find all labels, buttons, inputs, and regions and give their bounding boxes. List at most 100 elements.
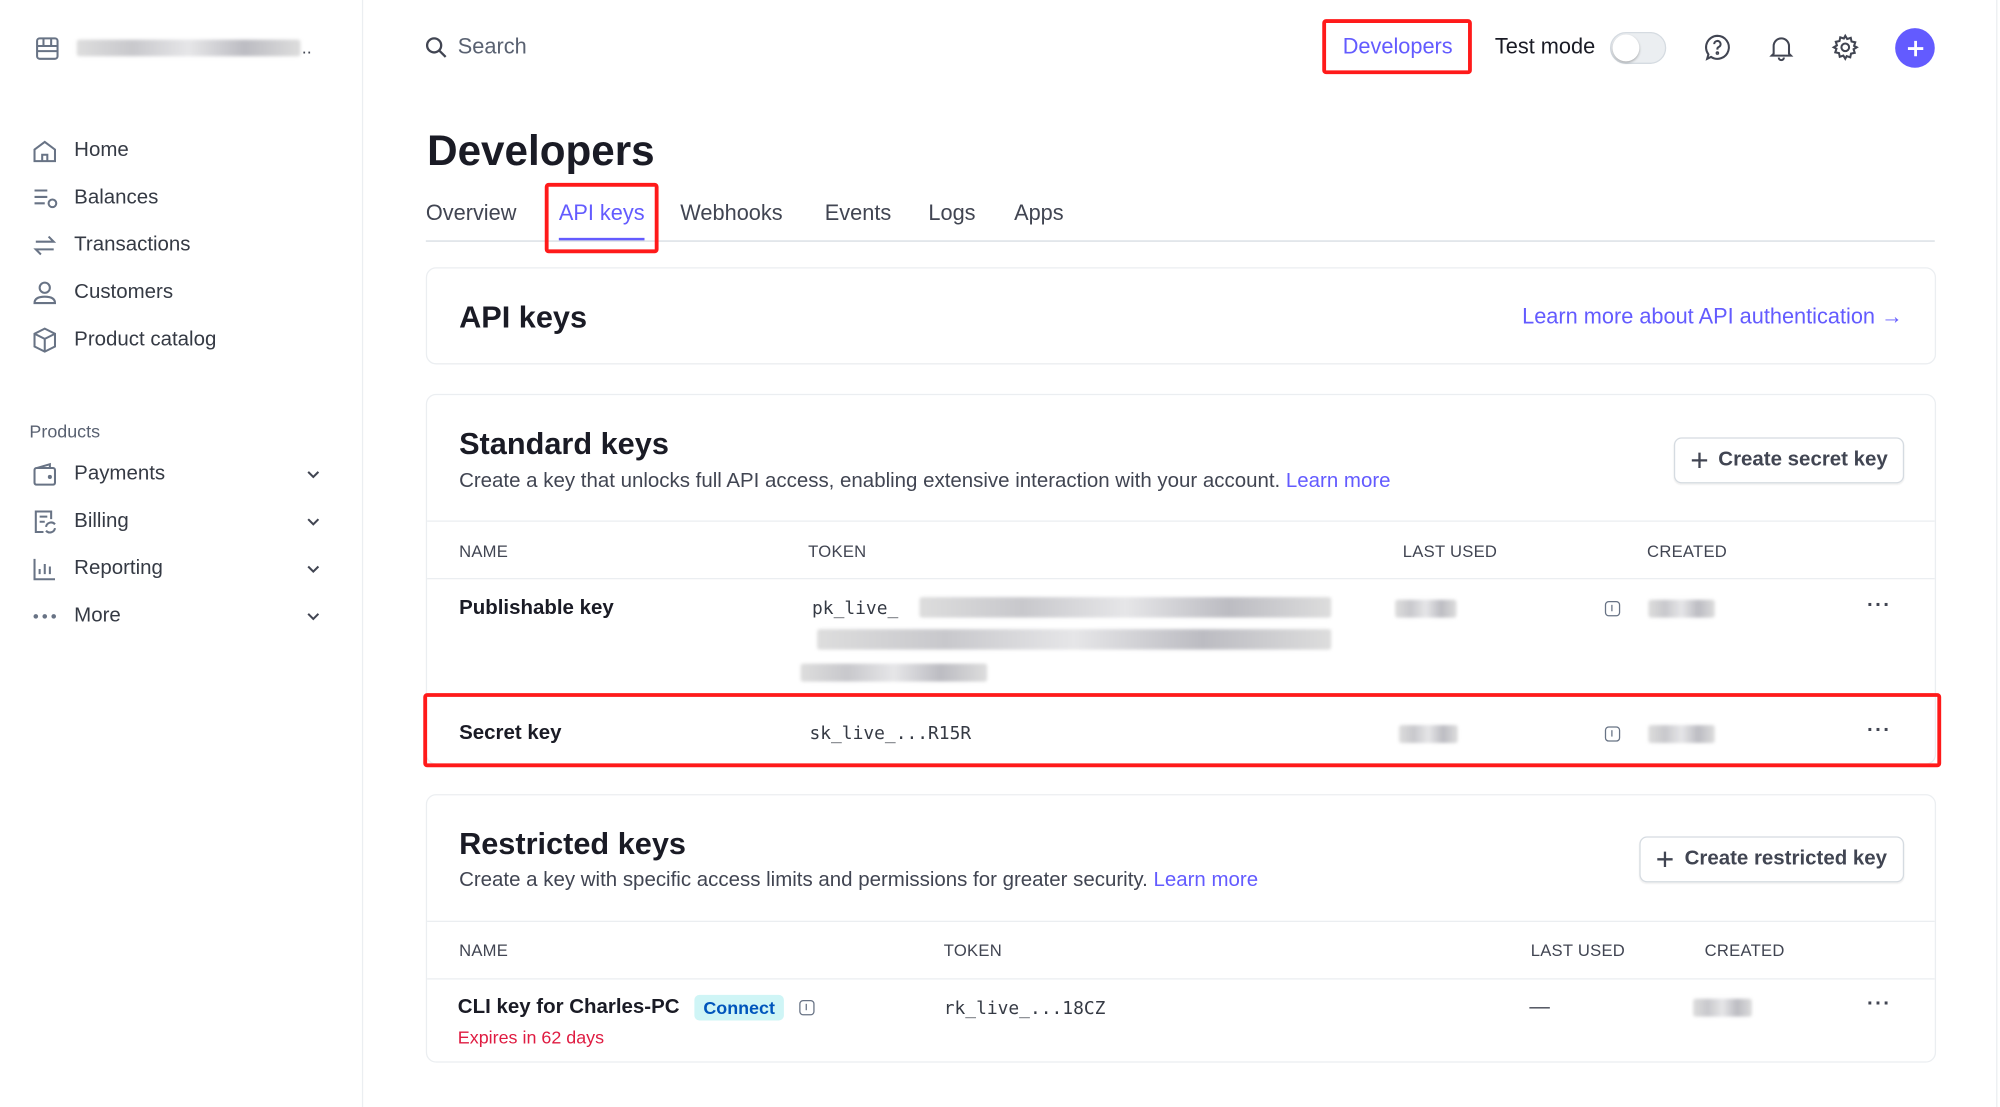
connect-badge: Connect — [694, 994, 784, 1021]
sidebar-item-balances[interactable]: Balances — [31, 184, 159, 212]
sidebar-item-customers[interactable]: Customers — [31, 279, 173, 307]
sidebar-item-billing[interactable]: Billing — [31, 508, 129, 536]
redacted-created — [1693, 998, 1752, 1017]
column-header-name: NAME — [459, 940, 509, 960]
tab-logs[interactable]: Logs — [928, 200, 976, 226]
key-name: CLI key for Charles-PC — [457, 996, 680, 1018]
section-title: Restricted keys — [459, 827, 686, 862]
restricted-keys-card: Restricted keys Create a key with specif… — [425, 794, 1937, 1063]
chart-icon — [33, 558, 55, 581]
sidebar-item-label: Reporting — [74, 557, 163, 580]
create-secret-key-button[interactable]: Create secret key — [1673, 437, 1905, 484]
last-used: — — [1529, 996, 1550, 1018]
section-description: Create a key that unlocks full API acces… — [459, 471, 1390, 494]
redacted-created — [1648, 599, 1715, 618]
row-actions-menu[interactable]: ··· — [1867, 993, 1892, 1016]
account-name-redacted[interactable] — [76, 39, 301, 57]
sidebar-item-label: Customers — [74, 281, 174, 304]
sidebar-item-label: Home — [74, 139, 129, 162]
learn-more-link[interactable]: Learn more — [1285, 470, 1391, 493]
redacted-last-used — [1395, 599, 1457, 618]
button-label: Create secret key — [1718, 448, 1888, 471]
help-icon[interactable] — [1703, 33, 1731, 68]
info-icon[interactable] — [799, 999, 815, 1016]
search-placeholder: Search — [457, 34, 527, 59]
redacted-token — [817, 629, 1332, 650]
expiry-text: Expires in 62 days — [457, 1026, 605, 1048]
api-keys-card: API keys Learn more about API authentica… — [425, 267, 1937, 365]
tab-overview[interactable]: Overview — [425, 200, 517, 226]
column-header-last-used: LAST USED — [1402, 541, 1498, 561]
sidebar-item-label: Balances — [74, 186, 159, 209]
key-token[interactable]: pk_live_ — [812, 598, 899, 619]
section-description: Create a key with specific access limits… — [459, 870, 1258, 893]
column-header-token: TOKEN — [943, 940, 1002, 960]
sidebar-item-transactions[interactable]: Transactions — [31, 231, 191, 259]
active-tab-indicator — [558, 237, 645, 241]
sidebar-item-label: Product catalog — [74, 328, 217, 351]
column-header-last-used: LAST USED — [1530, 940, 1626, 960]
tab-apps[interactable]: Apps — [1014, 200, 1064, 226]
chevron-down-icon[interactable] — [304, 560, 322, 578]
redacted-token — [800, 663, 988, 682]
search-input[interactable]: Search — [425, 35, 809, 61]
column-header-created: CREATED — [1704, 940, 1785, 960]
info-icon[interactable] — [1604, 726, 1621, 742]
test-mode-label: Test mode — [1494, 34, 1596, 59]
plus-icon — [1907, 40, 1923, 56]
column-header-name: NAME — [459, 541, 509, 561]
sidebar-item-label: Transactions — [74, 234, 191, 256]
sidebar-item-more[interactable]: More — [31, 602, 121, 630]
balances-icon — [34, 189, 58, 209]
create-restricted-key-button[interactable]: Create restricted key — [1639, 836, 1905, 883]
plus-icon — [1691, 452, 1707, 469]
learn-more-link[interactable]: Learn more — [1153, 869, 1259, 892]
chevron-down-icon[interactable] — [304, 465, 322, 483]
key-name: Secret key — [459, 722, 562, 745]
chevron-down-icon[interactable] — [304, 513, 322, 531]
highlight-box — [1322, 19, 1472, 75]
row-actions-menu[interactable]: ··· — [1867, 719, 1892, 742]
column-header-created: CREATED — [1647, 541, 1728, 561]
plus-icon — [1657, 851, 1674, 868]
sidebar-item-payments[interactable]: Payments — [31, 460, 165, 488]
test-mode-toggle[interactable] — [1609, 31, 1667, 64]
standard-keys-card: Standard keys Create a key that unlocks … — [425, 393, 1937, 765]
create-plus-button[interactable] — [1895, 28, 1935, 68]
section-title: Standard keys — [459, 427, 669, 462]
redacted-created — [1648, 725, 1715, 743]
redacted-last-used — [1398, 725, 1458, 743]
search-icon — [425, 37, 447, 58]
column-header-token: TOKEN — [808, 541, 867, 561]
home-icon — [33, 140, 57, 163]
highlight-box — [544, 182, 659, 254]
page-title: Developers — [427, 126, 655, 174]
highlight-box — [423, 693, 1942, 768]
key-token[interactable]: rk_live_...18CZ — [943, 998, 1106, 1020]
tab-events[interactable]: Events — [824, 200, 892, 226]
card-title: API keys — [459, 300, 588, 336]
wallet-icon — [33, 462, 57, 486]
box-icon — [33, 327, 57, 353]
sidebar-item-label: More — [74, 604, 121, 627]
tabs-divider — [425, 240, 1935, 242]
tab-api-keys[interactable]: API keys — [558, 200, 645, 226]
sidebar-item-reporting[interactable]: Reporting — [31, 555, 163, 583]
key-token[interactable]: sk_live_...R15R — [809, 723, 972, 745]
developers-link[interactable]: Developers — [1342, 34, 1453, 59]
description-text: Create a key with specific access limits… — [459, 869, 1148, 892]
row-actions-menu[interactable]: ··· — [1867, 594, 1892, 617]
info-icon[interactable] — [1604, 601, 1621, 617]
tab-webhooks[interactable]: Webhooks — [680, 200, 783, 226]
window-edge — [1996, 0, 1998, 1107]
customer-icon — [33, 281, 57, 305]
key-name: Publishable key — [459, 597, 614, 619]
gear-icon[interactable] — [1831, 33, 1859, 68]
api-auth-link[interactable]: Learn more about API authentication → — [1522, 304, 1903, 329]
bell-icon[interactable] — [1767, 33, 1795, 68]
store-icon — [33, 36, 61, 68]
chevron-down-icon[interactable] — [304, 607, 322, 625]
sidebar-item-product-catalog[interactable]: Product catalog — [31, 326, 217, 354]
sidebar-item-home[interactable]: Home — [31, 137, 129, 165]
sidebar-item-label: Payments — [74, 462, 166, 485]
